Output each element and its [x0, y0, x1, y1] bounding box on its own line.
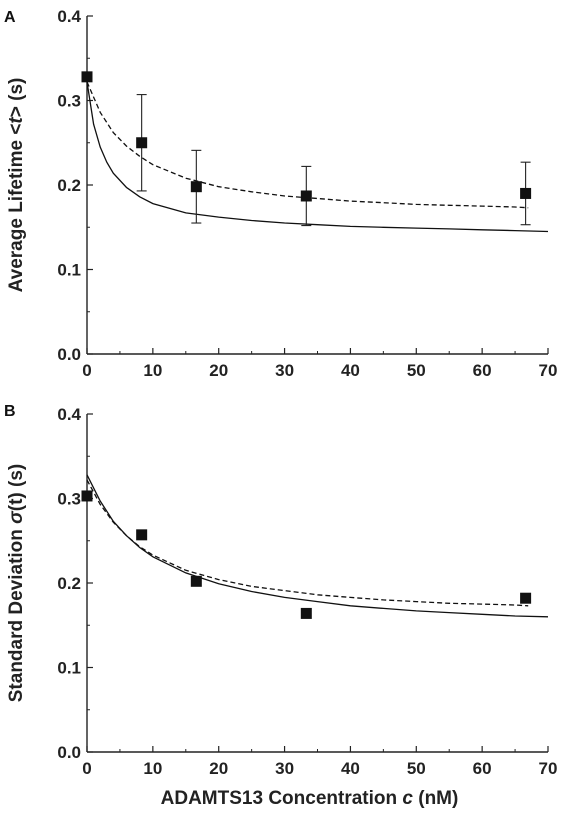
panel-b-x-tick-label: 40	[341, 759, 360, 778]
panel-b-data-point	[81, 490, 93, 502]
panel-a-x-tick-label: 60	[473, 361, 492, 380]
panel-a-x-tick-label: 40	[341, 361, 360, 380]
panel-b: 0.0 0.1 0.2 0.3 0.4 0 10 20 30 40 50 60 70 B Standard …	[4, 403, 557, 809]
panel-b-y-tick-label: 0.1	[57, 659, 81, 678]
panel-b-x-tick-label: 10	[143, 759, 162, 778]
panel-a-data-point	[300, 190, 312, 202]
panel-b-letter: B	[4, 403, 16, 420]
panel-a-x-tick-label: 0	[82, 361, 91, 380]
panel-b-y-tick-label: 0.0	[57, 743, 81, 762]
panel-b-y-tick-label: 0.2	[57, 574, 81, 593]
panel-b-x-axis-title: ADAMTS13 Concentration c (nM)	[161, 788, 459, 809]
panel-a-data-point	[520, 187, 532, 199]
panel-b-data-point	[300, 607, 312, 619]
panel-b-x-tick-label: 50	[407, 759, 426, 778]
panel-a-x-tick-label: 50	[407, 361, 426, 380]
panel-a-y-tick-label: 0.1	[57, 261, 81, 280]
panel-a-y-tick-label: 0.0	[57, 345, 81, 364]
panel-b-data-point	[136, 529, 148, 541]
panel-a-data-point	[190, 181, 202, 193]
panel-b-data-point	[190, 575, 202, 587]
panel-a-y-tick-label: 0.4	[57, 7, 81, 26]
panel-a-solid-curve	[86, 81, 549, 233]
panel-b-solid-curve	[86, 474, 549, 618]
panel-a-data-point	[81, 71, 93, 83]
panel-a-x-tick-label: 30	[275, 361, 294, 380]
panel-b-x-tick-label: 20	[209, 759, 228, 778]
panel-a-dashed-curve	[86, 81, 529, 209]
panel-a-data-point	[136, 137, 148, 149]
panel-b-y-axis-title: Standard Deviation σ(t) (s)	[6, 464, 27, 703]
panel-b-x-tick-label: 60	[473, 759, 492, 778]
panel-a-y-tick-label: 0.2	[57, 176, 81, 195]
panel-a-x-tick-label: 20	[209, 361, 228, 380]
panel-a: 0.0 0.1 0.2 0.3 0.4 0 10 20 30 40 50 60 70 A Average L…	[4, 7, 557, 380]
panel-b-y-tick-label: 0.3	[57, 490, 81, 509]
panel-a-y-tick-label: 0.3	[57, 92, 81, 111]
panel-a-x-tick-label: 10	[143, 361, 162, 380]
panel-b-dashed-curve	[86, 479, 529, 607]
panel-a-y-axis-title: Average Lifetime <t> (s)	[6, 78, 27, 293]
panel-b-x-tick-label: 70	[539, 759, 558, 778]
panel-b-y-tick-label: 0.4	[57, 405, 81, 424]
panel-b-x-tick-label: 30	[275, 759, 294, 778]
panel-b-data-point	[520, 592, 532, 604]
panel-a-letter: A	[4, 9, 16, 26]
panel-b-x-tick-label: 0	[82, 759, 91, 778]
panel-a-x-tick-label: 70	[539, 361, 558, 380]
